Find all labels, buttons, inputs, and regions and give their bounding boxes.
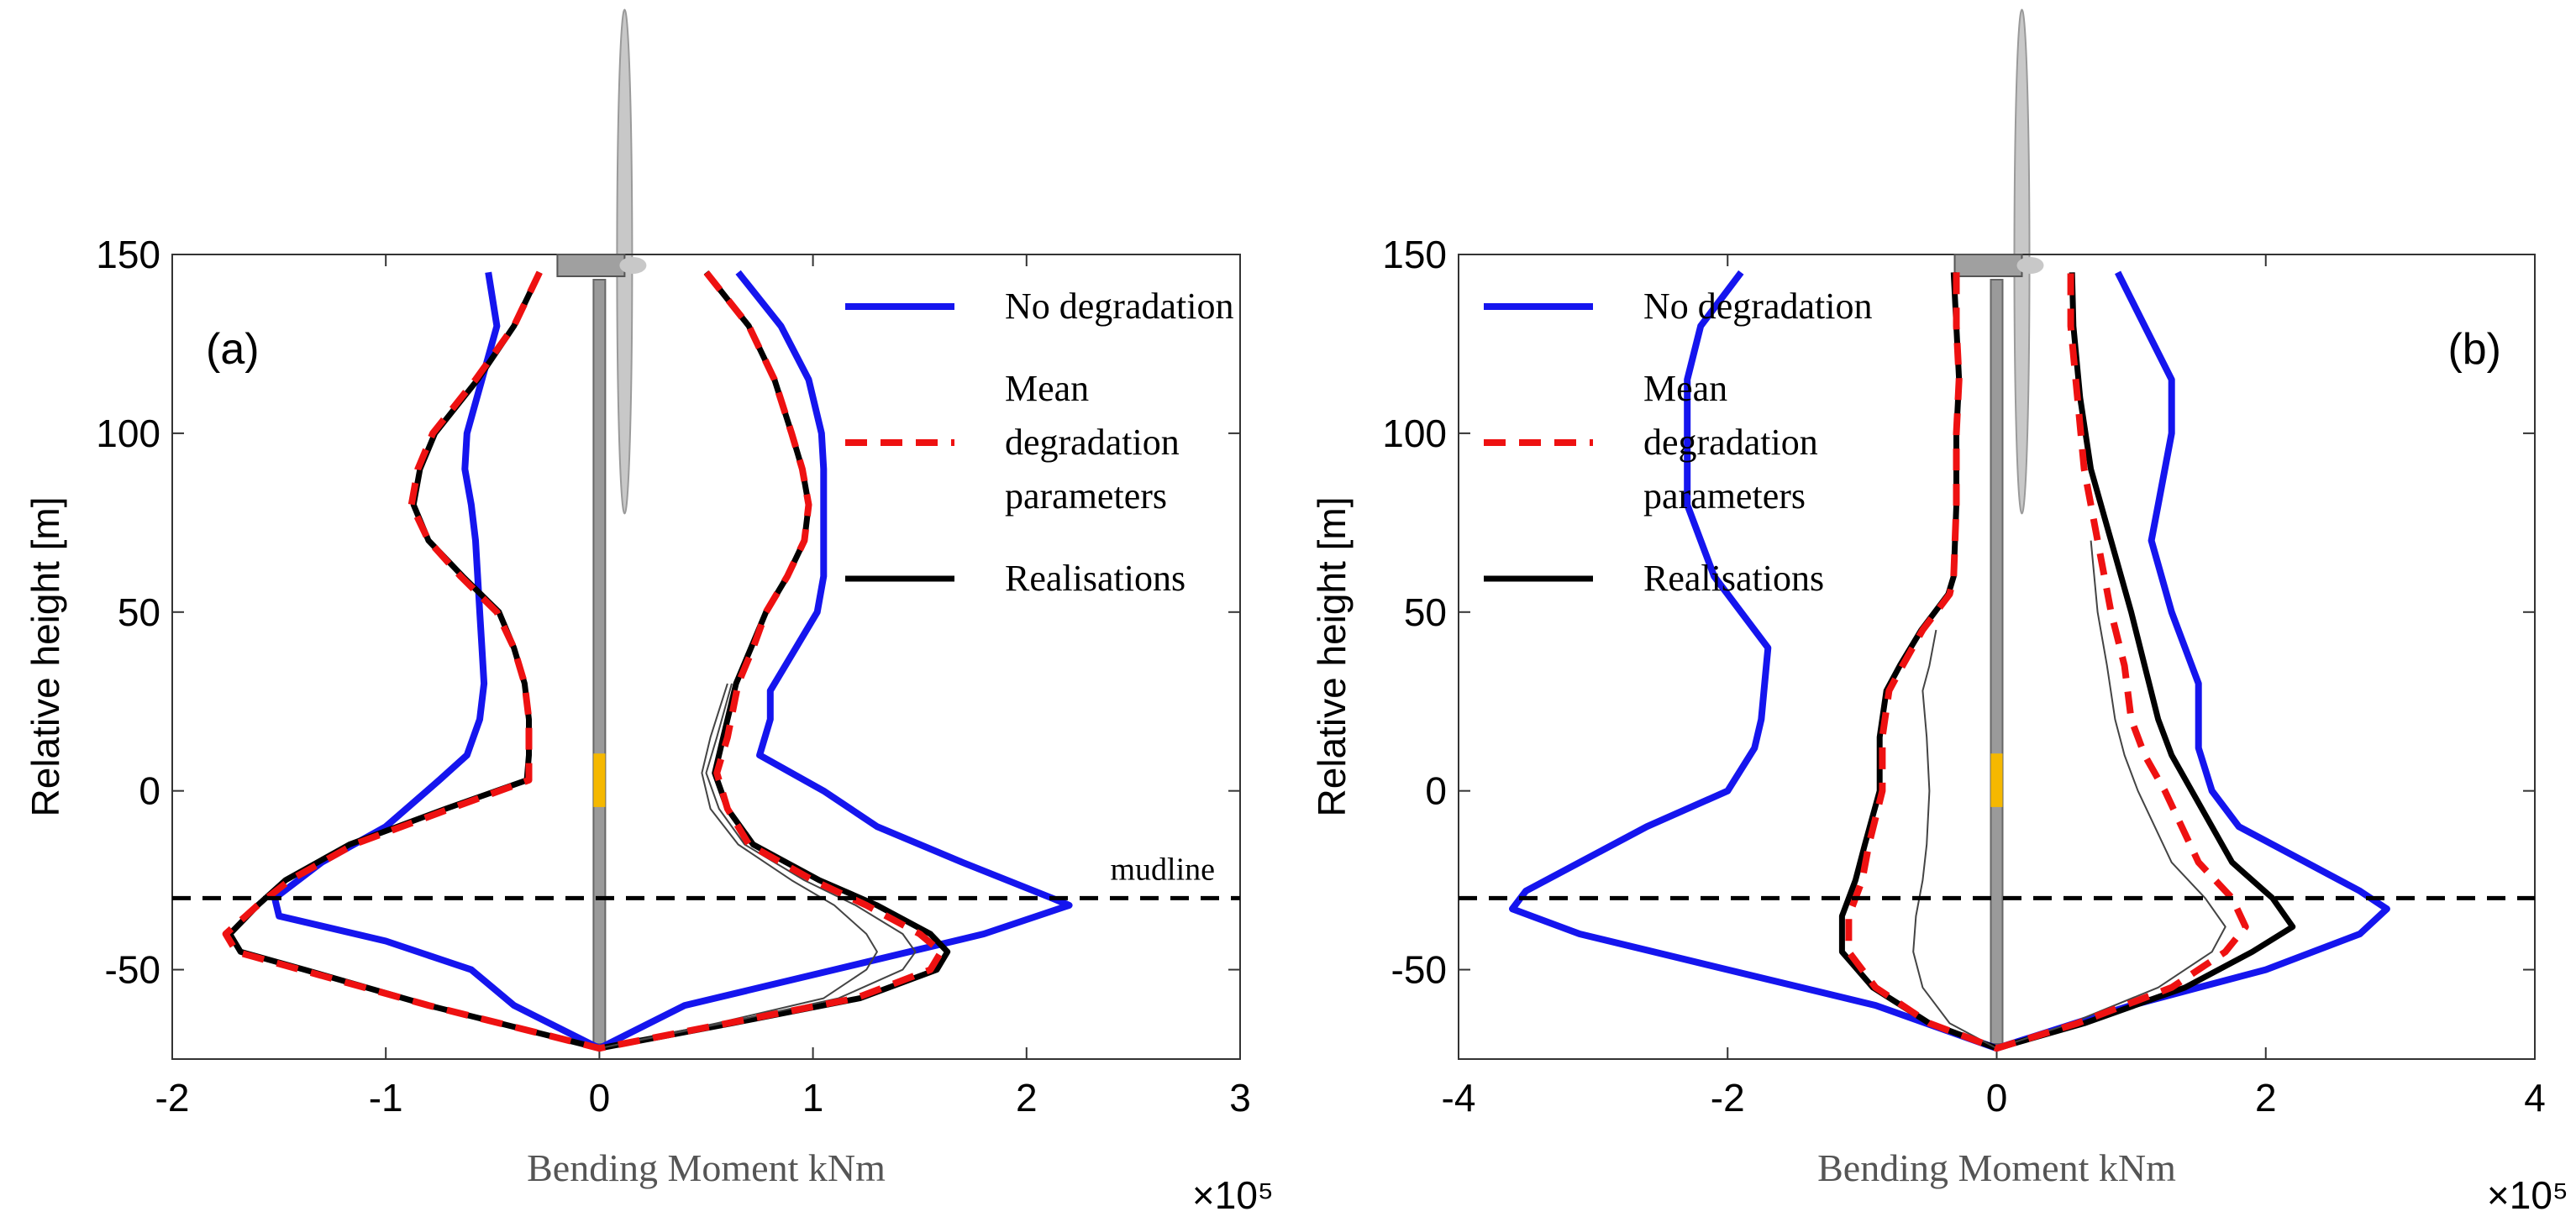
y-tick-label: 100 [96,412,160,455]
series-line [1838,272,2296,1052]
x-axis-label: Bending Moment kNm [527,1146,886,1189]
legend-label: No degradation [1643,286,1873,327]
realisation-line [1996,540,2226,1050]
y-tick-label: -50 [105,948,160,992]
turbine-hub [619,257,647,274]
y-tick-label: 0 [139,769,160,813]
plot-area [1509,270,2390,1052]
legend-entry: No degradation [845,280,1249,333]
y-tick-label: -50 [1391,948,1447,992]
x-tick-label: 0 [589,1076,611,1120]
legend-label: Mean degradation parameters [1005,368,1180,517]
turbine-hub [2016,257,2044,274]
legend-entry: Realisations [845,552,1249,606]
x-tick-label: -4 [1442,1076,1476,1120]
legend-label: Realisations [1005,558,1186,599]
realisation-line [599,683,878,1050]
legend-entry: No degradation [1484,280,1887,333]
x-tick-label: -1 [369,1076,403,1120]
x-tick-label: 2 [1016,1076,1038,1120]
legend: No degradation Mean degradation parameter… [1484,280,1887,606]
x-scale-label: ×10⁵ [2487,1173,2568,1217]
turbine-nacelle [1953,254,2023,277]
legend: No degradation Mean degradation parameter… [845,280,1249,606]
y-tick-label: 150 [96,233,160,276]
plot-area [222,270,1073,1052]
legend-swatch [1484,439,1593,446]
y-tick-label: 0 [1425,769,1447,813]
legend-swatch [845,303,954,310]
x-tick-label: 2 [2255,1076,2277,1120]
legend-swatch [1484,575,1593,582]
x-tick-label: 3 [1229,1076,1251,1120]
mudline-label: mudline [1110,852,1215,887]
legend-label: Realisations [1643,558,1825,599]
legend-swatch [1484,303,1593,310]
x-tick-label: -2 [155,1076,190,1120]
legend-entry: Mean degradation parameters [845,362,1249,523]
turbine-transition-piece [593,753,606,807]
y-tick-label: 150 [1382,233,1447,276]
y-axis-label: Relative height [m] [24,497,67,817]
legend-entry: Mean degradation parameters [1484,362,1887,523]
x-tick-label: 1 [802,1076,824,1120]
y-tick-label: 50 [1404,590,1447,634]
y-axis-label: Relative height [m] [1310,497,1354,817]
turbine-tower [1990,279,2004,1045]
y-tick-label: 50 [118,590,160,634]
legend-entry: Realisations [1484,552,1887,606]
panel-title: (a) [206,325,260,374]
x-tick-label: -2 [1711,1076,1745,1120]
legend-label: No degradation [1005,286,1234,327]
axes-box [171,254,1241,1060]
panel-title: (b) [2447,325,2501,374]
legend-swatch [845,439,954,446]
realisation-line [1912,629,1997,1050]
x-scale-label: ×10⁵ [1192,1173,1274,1217]
turbine-transition-piece [1990,753,2003,807]
legend-swatch [845,575,954,582]
x-tick-label: 4 [2524,1076,2546,1120]
turbine-nacelle [556,254,626,277]
x-tick-label: 0 [1986,1076,2008,1120]
turbine-tower [592,279,607,1045]
x-axis-label: Bending Moment kNm [1817,1146,2176,1189]
y-tick-label: 100 [1382,412,1447,455]
legend-label: Mean degradation parameters [1643,368,1818,517]
series-line [1845,272,2249,1052]
series-line [222,270,945,1052]
